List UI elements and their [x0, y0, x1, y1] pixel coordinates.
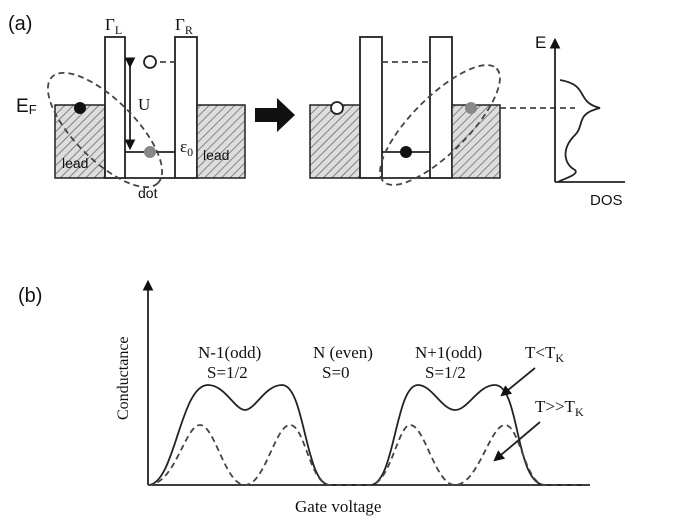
axis-title: Gate voltage: [295, 497, 381, 516]
electron: [144, 146, 156, 158]
barrier: [104, 36, 126, 179]
big-arrow: [255, 98, 295, 132]
pointer: [500, 367, 536, 397]
panel-label: (b): [18, 285, 42, 307]
label: S=1/2: [425, 363, 466, 382]
panel-b: (b) Conductance Gate voltage N-1(odd) S=…: [18, 279, 590, 516]
electron: [400, 146, 412, 158]
axis-title: Conductance: [115, 336, 132, 420]
label: ΓL: [105, 15, 122, 37]
label: T>>TK: [535, 397, 584, 419]
barrier: [359, 36, 383, 179]
lead: [309, 104, 361, 179]
label: lead: [62, 155, 88, 171]
label: E: [535, 33, 546, 52]
curve-low-t: [147, 384, 585, 486]
electron: [465, 102, 477, 114]
barrier: [174, 36, 198, 179]
process: [46, 71, 164, 189]
label: N (even): [313, 343, 373, 362]
lead: [196, 104, 246, 179]
label: U: [138, 95, 150, 114]
label: ε0: [180, 137, 193, 159]
curve-high-t: [147, 424, 585, 486]
panel-a: (a) EF ΓL ΓR U ε0 lead lead dot E DOS: [8, 13, 625, 209]
panel-label: (a): [8, 13, 32, 35]
label: EF: [16, 96, 37, 117]
dos-curve: [557, 79, 601, 183]
process: [379, 64, 501, 186]
lead: [54, 104, 106, 179]
label: dot: [138, 185, 158, 201]
barrier: [429, 36, 453, 179]
label: lead: [203, 147, 229, 163]
electron: [74, 102, 86, 114]
pointer: [493, 421, 541, 462]
hole: [143, 55, 157, 69]
label: S=1/2: [207, 363, 248, 382]
label: N+1(odd): [415, 343, 482, 362]
label: T<TK: [525, 343, 564, 365]
label: ΓR: [175, 15, 193, 37]
lead: [451, 104, 501, 179]
label: N-1(odd): [198, 343, 261, 362]
label: S=0: [322, 363, 350, 382]
hole: [330, 101, 344, 115]
label: DOS: [590, 192, 623, 209]
